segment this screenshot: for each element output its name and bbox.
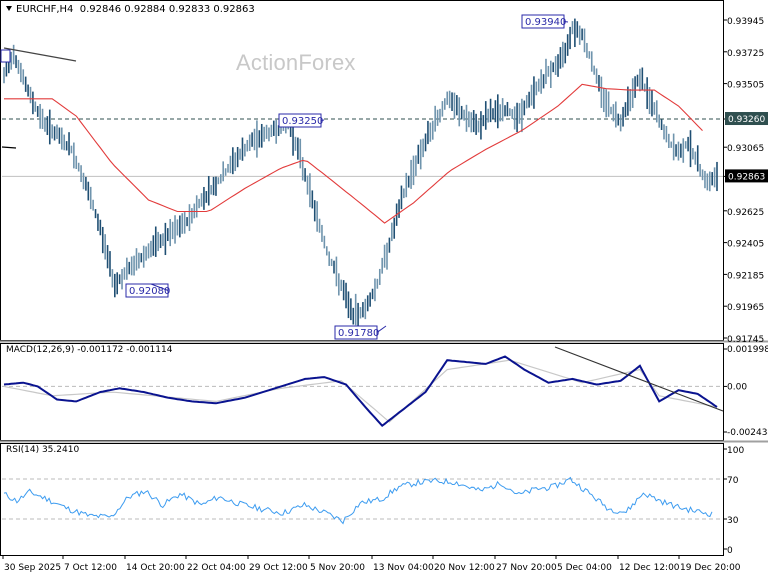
rsi-title: RSI(14) 35.2410 [6,445,80,455]
rsi-axis-label: 0 [727,546,733,556]
time-axis-label: 14 Oct 20:00 [126,563,185,573]
macd-title: MACD(12,26,9) -0.001172 -0.001114 [6,345,173,355]
level-price-tag [725,112,768,126]
chart-header: EURCHF,H4 0.92846 0.92884 0.92833 0.9286… [4,4,255,15]
swing-label: 0.93940 [525,17,566,28]
trendline-stub [1,146,17,149]
macd-axis-label: 0.00 [727,382,747,392]
swing-label: 0.91780 [338,328,379,339]
price-axis-label: 0.93065 [727,144,764,154]
swing-connector [320,119,325,121]
triangle-down-icon[interactable] [6,6,12,11]
time-axis-label: 5 Nov 20:00 [310,563,365,573]
rsi-axis-label: 30 [727,516,739,526]
swing-connector [376,325,387,333]
main-panel-frame [0,0,724,341]
price-axis-label: 0.92185 [727,271,764,281]
time-axis-label: 7 Oct 12:00 [64,563,117,573]
watermark: ActionForex [236,50,356,75]
time-axis-label: 27 Nov 20:00 [496,563,557,573]
price-axis-label: 0.93945 [727,17,764,27]
time-axis-label: 29 Oct 12:00 [249,563,308,573]
time-axis-label: 19 Dec 20:00 [680,563,741,573]
rsi-axis-label: 100 [727,446,744,456]
time-axis-label: 20 Nov 12:00 [434,563,495,573]
swing-connector [150,283,169,291]
rsi-axis-label: 70 [727,476,739,486]
swing-label-box-partial [0,49,11,63]
time-axis-label: 30 Sep 2025 [4,563,61,573]
macd-main-line [3,355,718,428]
current-price-label: 0.92863 [728,172,765,182]
ohlc-values: 0.92846 0.92884 0.92833 0.92863 [79,4,255,15]
time-axis-label: 22 Oct 04:00 [187,563,246,573]
rsi-line [3,476,713,525]
current-price-tag [725,169,768,183]
moving-average-line [4,83,703,224]
macd-axis-label: 0.001998 [727,345,768,355]
swing-connector [563,21,569,23]
price-axis-label: 0.93725 [727,49,764,59]
swing-label: 0.93250 [282,116,323,127]
macd-trendline [554,346,724,412]
price-axis-label: 0.92625 [727,208,764,218]
swing-label: 0.92080 [129,286,170,297]
time-axis-label: 12 Dec 12:00 [619,563,680,573]
macd-axis-label: -0.002434 [727,428,768,438]
time-axis-label: 13 Nov 04:00 [373,563,434,573]
trendline [3,47,77,62]
symbol-label: EURCHF,H4 [16,4,74,15]
macd-signal-line [3,359,718,423]
level-price-label: 0.93260 [728,115,765,125]
rsi-panel-frame [0,443,724,556]
time-axis-label: 5 Dec 04:00 [557,563,612,573]
price-axis-label: 0.92405 [727,240,764,250]
price-axis-label: 0.91965 [727,303,764,313]
ohlc-bars [3,18,718,327]
price-axis-label: 0.91745 [727,335,764,345]
price-axis-label: 0.93505 [727,81,764,91]
